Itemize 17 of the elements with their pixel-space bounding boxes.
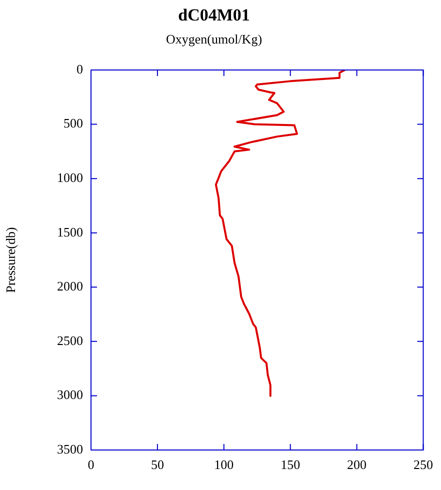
y-tick-label: 2000 — [57, 278, 83, 294]
y-tick-label: 2500 — [57, 332, 83, 348]
y-tick-label: 3500 — [57, 441, 83, 456]
x-tick-label: 100 — [214, 457, 234, 472]
x-tick-label: 250 — [414, 457, 433, 472]
y-tick-label: 3000 — [57, 387, 83, 402]
chart-subtitle: Oxygen(umol/Kg) — [166, 32, 262, 47]
y-tick-label: 500 — [64, 116, 83, 131]
x-tick-label: 200 — [347, 457, 367, 472]
chart-title: dC04M01 — [178, 6, 250, 25]
y-tick-label: 0 — [76, 61, 83, 76]
y-axis-title: Pressure(db) — [3, 227, 18, 293]
x-tick-label: 150 — [280, 457, 300, 472]
x-tick-label: 50 — [150, 457, 164, 472]
y-tick-label: 1500 — [57, 224, 83, 240]
y-tick-label: 1000 — [57, 170, 83, 185]
x-tick-label: 0 — [88, 457, 94, 472]
